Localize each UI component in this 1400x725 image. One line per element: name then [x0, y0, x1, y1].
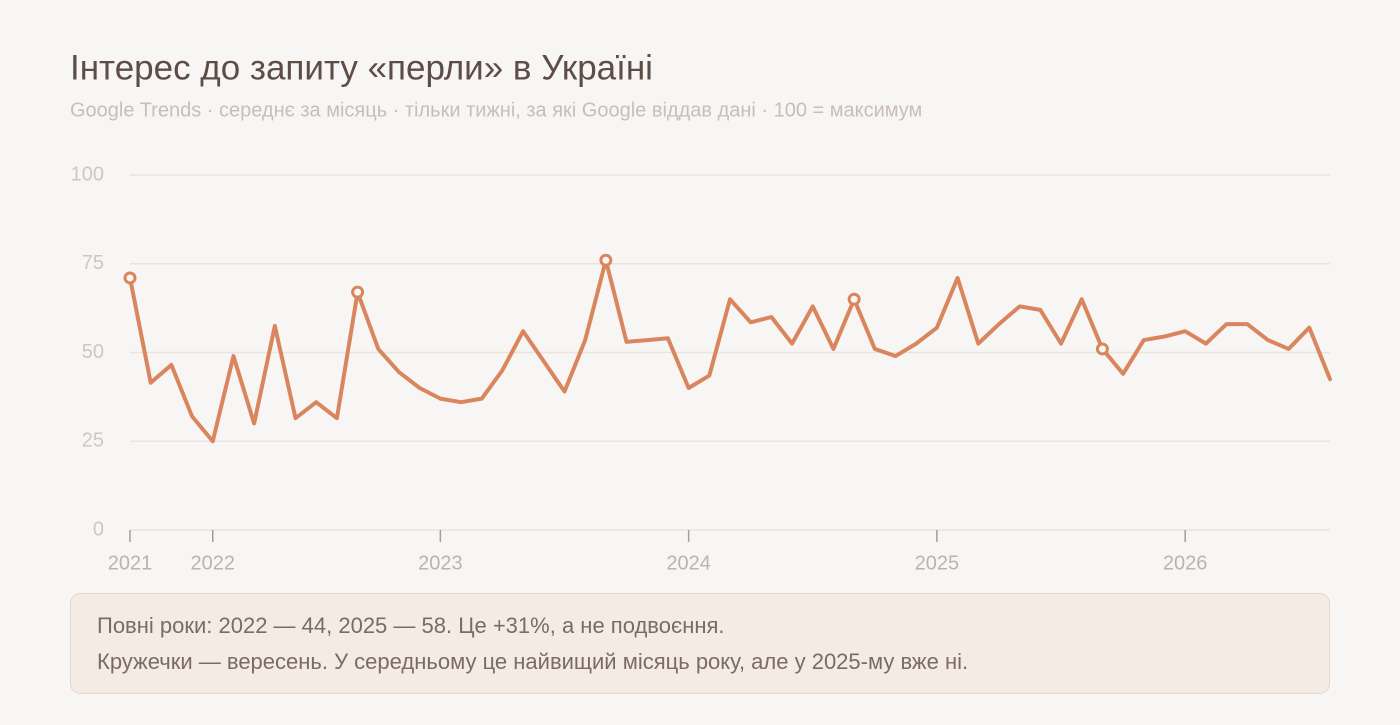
- note-line: Повні роки: 2022 — 44, 2025 — 58. Це +31…: [97, 613, 725, 638]
- y-tick-label: 0: [93, 518, 104, 540]
- chart-subtitle: Google Trends · середнє за місяць · тіль…: [70, 99, 922, 121]
- note-line: Кружечки — вересень. У середньому це най…: [97, 649, 968, 674]
- line: [128, 258, 1332, 444]
- marker: [1095, 342, 1109, 356]
- y-tick-label: 25: [82, 430, 104, 452]
- marker: [123, 271, 137, 285]
- x-tick-label: 2023: [418, 552, 463, 574]
- note-box: [70, 593, 1330, 694]
- x-tick-label: 2021: [108, 552, 153, 574]
- y-tick-label: 100: [71, 163, 104, 185]
- marker: [599, 253, 613, 267]
- y-tick-label: 75: [82, 252, 104, 274]
- marker: [351, 285, 365, 299]
- chart-title: Інтерес до запиту «перли» в Україні: [70, 48, 653, 87]
- x-tick-label: 2024: [666, 552, 711, 574]
- x-tick-label: 2026: [1163, 552, 1208, 574]
- y-tick-label: 50: [82, 341, 104, 363]
- x-tick-label: 2022: [191, 552, 236, 574]
- marker: [847, 292, 861, 306]
- x-tick-label: 2025: [915, 552, 960, 574]
